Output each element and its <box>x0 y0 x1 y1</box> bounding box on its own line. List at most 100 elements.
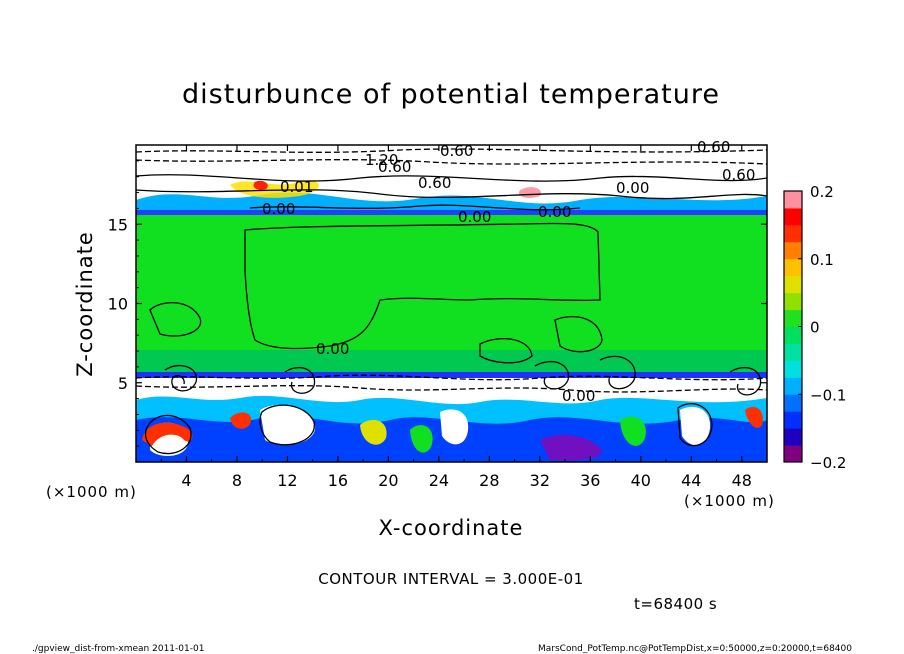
contour-label: 0.60 <box>722 166 755 184</box>
colorbar-tick-label: −0.2 <box>810 454 846 472</box>
contour-right-cell-1 <box>554 316 603 353</box>
colorbar-swatch <box>784 191 802 209</box>
colorbar-swatch <box>784 224 802 243</box>
x-unit-right: (×1000 m) <box>684 492 775 510</box>
contour-label: 0.00 <box>316 340 349 358</box>
colorbar-swatch <box>784 326 802 344</box>
x-unit-left: (×1000 m) <box>46 483 137 501</box>
colorbar-swatch <box>784 292 802 311</box>
x-tick-label: 16 <box>328 471 348 490</box>
contour-top-3 <box>136 174 767 182</box>
contour-label: 0.00 <box>616 179 649 197</box>
contour-label: 0.01 <box>280 178 313 196</box>
y-tick-label: 15 <box>108 215 128 234</box>
contour-lower-blob-1 <box>144 414 192 455</box>
lower-red-patch-3 <box>745 406 763 428</box>
contour-dashed-top-2 <box>136 159 767 165</box>
x-tick-label: 8 <box>232 471 242 490</box>
y-axis: 5 10 15 <box>108 160 767 447</box>
contour-lines <box>136 148 767 455</box>
x-tick-label: 32 <box>530 471 550 490</box>
upper-band-warm <box>230 180 319 198</box>
contour-label-group: 0.60 1.20 0.60 0.00 0.60 0.60 0.60 0.01 … <box>262 138 755 405</box>
x-tick-label: 44 <box>681 471 701 490</box>
y-tick-label: 10 <box>108 295 128 314</box>
footer-left: ./gpview_dist-from-xmean 2011-01-01 <box>32 644 204 654</box>
contour-label: 0.00 <box>458 208 491 226</box>
colorbar-swatch <box>784 275 802 294</box>
x-axis: 4 8 12 16 20 24 28 32 36 40 44 48 <box>160 145 752 490</box>
chart-title: disturbunce of potential temperature <box>182 79 720 110</box>
colorbar-tick-label: 0.1 <box>810 251 834 269</box>
lower-white-plume-4 <box>680 406 711 446</box>
x-tick-label: 24 <box>429 471 449 490</box>
contour-low-curl-1 <box>164 365 198 392</box>
colorbar <box>784 191 802 463</box>
x-tick-label: 12 <box>277 471 297 490</box>
colorbar-ticks: 0.2 0.1 0 −0.1 −0.2 <box>798 183 846 472</box>
contour-label: 1.20 <box>365 151 398 169</box>
lower-white-plume-2 <box>260 405 316 445</box>
contour-left-cell <box>149 301 202 337</box>
colorbar-swatch <box>784 241 802 260</box>
colorbar-swatch <box>784 309 802 327</box>
footer-right: MarsCond_PotTemp.nc@PotTempDist,x=0:5000… <box>538 644 852 654</box>
time-label: t=68400 s <box>634 595 717 613</box>
contour-label: 0.00 <box>262 200 295 218</box>
contour-interval: CONTOUR INTERVAL = 3.000E-01 <box>318 570 583 588</box>
colorbar-tick-label: 0.2 <box>810 183 834 201</box>
colorbar-swatch <box>784 343 802 361</box>
colorbar-swatch <box>784 445 802 463</box>
contour-dashed-top-1 <box>136 148 767 153</box>
contour-label: 0.60 <box>418 174 451 192</box>
contour-top-5 <box>249 204 581 211</box>
colorbar-swatch <box>784 258 802 277</box>
x-tick-label: 4 <box>181 471 191 490</box>
lower-red-patch-2 <box>230 412 251 429</box>
contour-low-curl-4 <box>599 355 636 390</box>
colorbar-swatch <box>784 394 802 412</box>
colorbar-swatch <box>784 360 802 378</box>
x-tick-label: 20 <box>378 471 398 490</box>
contour-lower-blob-3 <box>677 403 713 447</box>
contour-label: 0.60 <box>697 138 730 156</box>
contour-top-4 <box>136 189 767 200</box>
contour-low-curl-2 <box>284 367 316 394</box>
y-axis-label: Z-coordinate <box>73 231 97 377</box>
upper-band-red <box>253 180 268 191</box>
contour-low-curl-5 <box>729 367 762 396</box>
contour-low-curl-3 <box>534 361 570 390</box>
surface-band-top <box>136 372 767 378</box>
contour-center-block <box>244 222 601 350</box>
contour-right-cell-2 <box>479 338 533 364</box>
tropopause-blue <box>136 210 767 215</box>
contour-label: 0.60 <box>378 158 411 176</box>
upper-band-color <box>136 192 767 215</box>
colorbar-swatch <box>784 377 802 395</box>
lower-white-plume-3 <box>440 409 469 445</box>
contour-lower-blob-2 <box>259 404 315 446</box>
contour-label: 0.60 <box>440 142 473 160</box>
x-tick-label: 40 <box>631 471 651 490</box>
lower-yellow-patch <box>360 419 387 445</box>
colorbar-tick-label: 0 <box>810 319 820 337</box>
colorbar-swatch <box>784 207 802 226</box>
lower-green-patch <box>410 425 433 453</box>
contour-dashed-low-2 <box>136 385 767 393</box>
plot-area <box>136 145 767 462</box>
contour-label: 0.00 <box>538 203 571 221</box>
x-tick-label: 28 <box>479 471 499 490</box>
lower-purple <box>540 434 602 461</box>
colorbar-swatch <box>784 411 802 429</box>
y-tick-label: 5 <box>118 374 128 393</box>
x-axis-label: X-coordinate <box>379 516 524 540</box>
x-tick-label: 48 <box>732 471 752 490</box>
green-dark-band <box>136 350 767 372</box>
x-tick-label: 36 <box>580 471 600 490</box>
colorbar-tick-label: −0.1 <box>810 386 846 404</box>
contour-label: 0.00 <box>562 387 595 405</box>
colorbar-swatch <box>784 428 802 446</box>
contour-dashed-low-1 <box>136 374 767 381</box>
lower-green-patch-2 <box>620 416 646 446</box>
